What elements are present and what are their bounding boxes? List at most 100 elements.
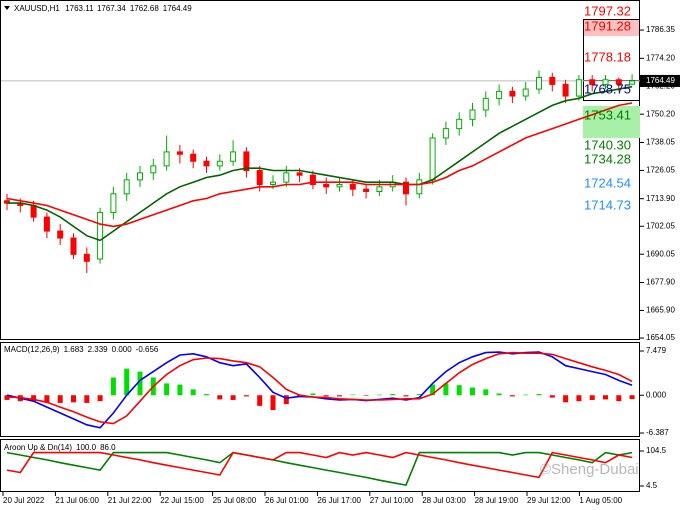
signal-line bbox=[6, 351, 633, 425]
histogram-bar bbox=[470, 387, 475, 396]
level-label: 1797.32 bbox=[584, 3, 631, 18]
histogram-bar bbox=[390, 394, 396, 396]
histogram-bar bbox=[137, 371, 143, 396]
histogram-bar bbox=[523, 394, 529, 396]
histogram-bar bbox=[31, 395, 37, 402]
candle-body bbox=[70, 237, 77, 255]
candle-body bbox=[123, 179, 130, 195]
y-tick-label: 1726.05 bbox=[646, 166, 675, 175]
title: Aroon Up & Dn(14) bbox=[4, 443, 72, 452]
candle-body bbox=[549, 76, 556, 85]
histogram-bar bbox=[204, 394, 209, 396]
level-label: 1768.75 bbox=[584, 81, 631, 96]
histogram-bar bbox=[243, 395, 249, 397]
candle-body bbox=[309, 174, 316, 186]
title: MACD(12,26,9) bbox=[4, 345, 60, 354]
candle-body bbox=[190, 153, 197, 162]
candle-body bbox=[203, 160, 210, 167]
header: XAUUSD,H1 1763.11 1767.34 1762.68 1764.49 bbox=[14, 4, 192, 13]
histogram-bar bbox=[71, 395, 76, 403]
candle-body bbox=[442, 128, 449, 139]
aroon-panel bbox=[0, 439, 640, 492]
aroon-up bbox=[6, 451, 633, 487]
candle-body bbox=[429, 137, 436, 181]
header-arrow bbox=[4, 6, 10, 10]
macd-line bbox=[6, 351, 633, 429]
level-label: 1740.30 bbox=[584, 137, 631, 152]
candle-body bbox=[589, 79, 596, 85]
price-panel bbox=[0, 0, 640, 340]
y-tick-label: 1786.35 bbox=[646, 25, 675, 34]
y-tick-label: -6.387 bbox=[646, 428, 669, 437]
histogram-bar bbox=[576, 395, 582, 402]
candle-body bbox=[376, 186, 383, 192]
ohlc-value: 1762.68 bbox=[130, 4, 159, 13]
histogram-bar bbox=[217, 395, 223, 400]
histogram-bar bbox=[549, 395, 555, 398]
histogram-bar bbox=[190, 389, 196, 396]
y-tick-label: 4.5 bbox=[646, 481, 658, 490]
readout: 1.683 bbox=[64, 345, 85, 354]
candle-body bbox=[30, 204, 37, 218]
candle-body bbox=[256, 170, 263, 186]
readout: -0.656 bbox=[136, 345, 159, 354]
y-tick-label: 1713.90 bbox=[646, 194, 675, 203]
histogram-bar bbox=[283, 395, 289, 405]
level-zone-red bbox=[583, 19, 640, 36]
level-label: 1791.28 bbox=[584, 18, 631, 33]
candle-body bbox=[137, 172, 143, 181]
candle-body bbox=[509, 90, 516, 97]
candle-body bbox=[536, 76, 542, 90]
level-label: 1753.41 bbox=[584, 107, 631, 122]
candle-body bbox=[349, 184, 356, 190]
ohlc-value: 1763.11 bbox=[65, 4, 94, 13]
moving-average bbox=[6, 102, 633, 228]
y-tick-label: 1738.05 bbox=[646, 138, 675, 147]
histogram-bar bbox=[230, 395, 236, 400]
x-tick-label: 26 Jul 01:00 bbox=[265, 496, 309, 505]
histogram-bar bbox=[616, 395, 622, 402]
candle-body bbox=[57, 230, 64, 239]
y-tick-label: 1665.90 bbox=[646, 306, 675, 315]
y-tick-label: 1690.05 bbox=[646, 249, 675, 258]
y-tick-label: 0.000 bbox=[646, 390, 667, 399]
level-label: 1724.54 bbox=[584, 175, 631, 190]
histogram-bar bbox=[57, 395, 63, 403]
x-tick-label: 22 Jul 15:00 bbox=[160, 496, 204, 505]
indicator-title: Aroon Up & Dn(14) 100.0 86.0 bbox=[4, 443, 116, 452]
x-tick-label: 28 Jul 19:00 bbox=[475, 496, 519, 505]
candle-body bbox=[176, 151, 183, 155]
candle-body bbox=[336, 184, 343, 188]
histogram-bar bbox=[509, 395, 515, 397]
histogram-bar bbox=[536, 394, 542, 396]
y-tick-label: 1774.20 bbox=[646, 53, 675, 62]
histogram-bar bbox=[589, 395, 595, 400]
symbol: XAUUSD,H1 bbox=[14, 4, 60, 13]
y-tick-label: 7.479 bbox=[646, 346, 667, 355]
candle-body bbox=[416, 179, 423, 195]
price-label: 1764.49 bbox=[646, 76, 675, 85]
histogram-bar bbox=[483, 389, 489, 396]
candle-body bbox=[83, 253, 90, 262]
candle-body bbox=[496, 90, 503, 99]
histogram-bar bbox=[124, 368, 130, 396]
histogram-bar bbox=[270, 395, 276, 411]
candle-body bbox=[629, 80, 636, 85]
indicator-title: MACD(12,26,9) 1.683 2.339 0.000 -0.656 bbox=[4, 345, 159, 354]
candle-body bbox=[163, 151, 170, 167]
x-tick-label: 29 Jul 12:00 bbox=[527, 496, 571, 505]
candle-body bbox=[110, 193, 117, 213]
moving-average bbox=[7, 85, 633, 242]
candle-body bbox=[97, 211, 104, 260]
candle-body bbox=[469, 109, 476, 120]
histogram-bar bbox=[363, 395, 369, 396]
candle-body bbox=[363, 188, 370, 192]
x-tick-label: 20 Jul 2022 bbox=[3, 496, 45, 505]
readout: 86.0 bbox=[100, 443, 116, 452]
histogram-bar bbox=[430, 384, 436, 396]
candle-body bbox=[575, 79, 582, 97]
x-tick-label: 26 Jul 17:00 bbox=[317, 496, 361, 505]
y-tick-label: 1750.20 bbox=[646, 109, 675, 118]
